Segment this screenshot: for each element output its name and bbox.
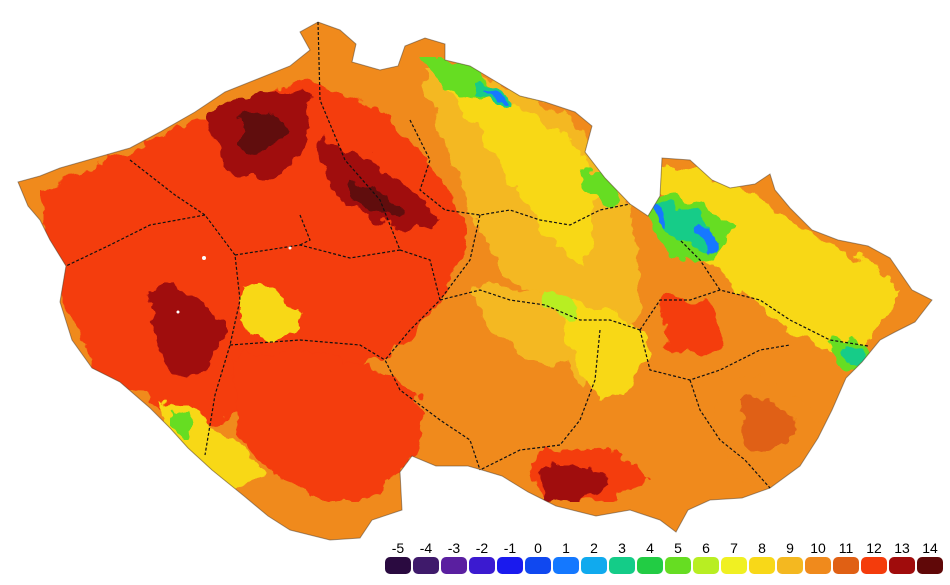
legend-swatch xyxy=(469,557,495,574)
legend-label: 3 xyxy=(618,540,626,556)
legend-swatch xyxy=(441,557,467,574)
legend-item: 1 xyxy=(552,540,580,576)
legend-swatch xyxy=(665,557,691,574)
lakes xyxy=(176,246,292,314)
legend-label: 2 xyxy=(590,540,598,556)
legend-swatch xyxy=(637,557,663,574)
legend-label: 7 xyxy=(730,540,738,556)
legend-item: 3 xyxy=(608,540,636,576)
legend-item: 5 xyxy=(664,540,692,576)
legend-swatch xyxy=(805,557,831,574)
legend-label: -5 xyxy=(391,540,405,556)
legend-item: -5 xyxy=(384,540,412,576)
legend-swatch xyxy=(749,557,775,574)
legend-item: 7 xyxy=(720,540,748,576)
legend-item: 8 xyxy=(748,540,776,576)
legend-label: -3 xyxy=(447,540,461,556)
legend-label: -4 xyxy=(419,540,433,556)
legend-swatch xyxy=(385,557,411,574)
legend-swatch xyxy=(693,557,719,574)
legend-label: 14 xyxy=(922,540,938,556)
legend-label: 11 xyxy=(838,540,854,556)
legend-label: 9 xyxy=(786,540,794,556)
legend-swatch xyxy=(581,557,607,574)
legend-label: 10 xyxy=(810,540,826,556)
legend-swatch xyxy=(777,557,803,574)
legend-item: 6 xyxy=(692,540,720,576)
legend-swatch xyxy=(861,557,887,574)
legend-item: 14 xyxy=(916,540,944,576)
legend-item: 4 xyxy=(636,540,664,576)
legend-swatch xyxy=(889,557,915,574)
legend-label: 8 xyxy=(758,540,766,556)
legend-item: 12 xyxy=(860,540,888,576)
temperature-legend: -5 -4 -3 -2 -1 0 1 2 3 4 5 6 7 8 9 10 11 12 13 14 xyxy=(384,540,944,576)
legend-label: -2 xyxy=(475,540,489,556)
legend-label: 12 xyxy=(866,540,882,556)
legend-item: -1 xyxy=(496,540,524,576)
legend-swatch xyxy=(833,557,859,574)
legend-item: 0 xyxy=(524,540,552,576)
legend-swatch xyxy=(917,557,943,574)
legend-swatch xyxy=(553,557,579,574)
legend-label: 4 xyxy=(646,540,654,556)
legend-swatch xyxy=(497,557,523,574)
legend-swatch xyxy=(413,557,439,574)
legend-swatch xyxy=(609,557,635,574)
legend-label: 5 xyxy=(674,540,682,556)
legend-label: 1 xyxy=(562,540,570,556)
legend-label: 6 xyxy=(702,540,710,556)
legend-swatch xyxy=(525,557,551,574)
legend-swatch xyxy=(721,557,747,574)
legend-item: 11 xyxy=(832,540,860,576)
legend-label: 0 xyxy=(534,540,542,556)
legend-item: -2 xyxy=(468,540,496,576)
legend-item: 9 xyxy=(776,540,804,576)
legend-item: -4 xyxy=(412,540,440,576)
legend-item: 10 xyxy=(804,540,832,576)
legend-item: -3 xyxy=(440,540,468,576)
legend-label: 13 xyxy=(894,540,910,556)
legend-item: 13 xyxy=(888,540,916,576)
region-boundaries xyxy=(65,21,869,489)
legend-item: 2 xyxy=(580,540,608,576)
legend-label: -1 xyxy=(503,540,517,556)
